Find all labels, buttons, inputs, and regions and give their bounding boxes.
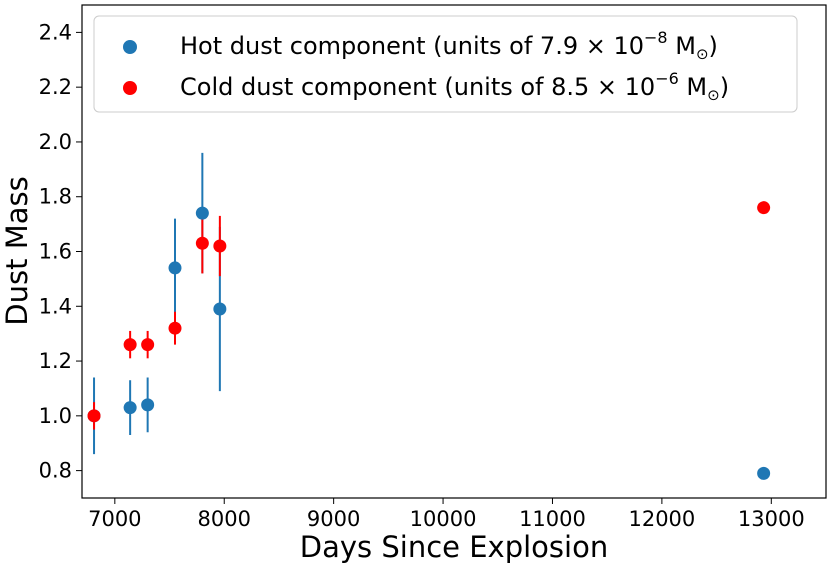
- legend-cold-close: ): [720, 73, 729, 101]
- y-tick-label: 2.2: [39, 75, 72, 99]
- legend-marker-cold: [123, 81, 137, 95]
- hot-data-point: [168, 261, 182, 275]
- y-tick-label: 1.8: [39, 185, 72, 209]
- legend-hot-sun-symbol: ⊙: [696, 45, 709, 63]
- legend-hot-close: ): [709, 32, 718, 60]
- hot-data-point: [123, 401, 137, 415]
- x-tick-label: 11000: [519, 507, 586, 531]
- legend-hot-unit: M: [668, 32, 696, 60]
- legend-hot-text: Hot dust component (units of 7.9 × 10: [180, 32, 644, 60]
- y-tick-label: 0.8: [39, 459, 72, 483]
- y-tick-label: 1.6: [39, 240, 72, 264]
- hot-data-point: [213, 302, 227, 316]
- legend-box: [93, 15, 798, 113]
- hot-data-point: [757, 466, 771, 480]
- legend-label-cold: Cold dust component (units of 8.5 × 10−6…: [180, 69, 729, 104]
- y-tick-label: 1.2: [39, 349, 72, 373]
- y-tick-label: 1.0: [39, 404, 72, 428]
- y-tick-label: 2.0: [39, 130, 72, 154]
- cold-data-point: [757, 201, 771, 215]
- data-points: [87, 201, 771, 480]
- cold-data-point: [87, 409, 101, 423]
- y-tick-label: 2.4: [39, 20, 72, 44]
- y-axis: 0.8 1.0 1.2 1.4 1.6 1.8 2.0 2.2 2.4: [39, 20, 82, 483]
- x-tick-label: 9000: [307, 507, 360, 531]
- cold-data-point: [141, 338, 155, 352]
- legend-cold-sun-symbol: ⊙: [707, 86, 720, 104]
- hot-data-point: [195, 206, 209, 220]
- x-tick-label: 7000: [88, 507, 141, 531]
- legend-cold-exponent: −6: [655, 69, 679, 88]
- cold-data-point: [168, 321, 182, 335]
- legend: Hot dust component (units of 7.9 × 10−8 …: [93, 15, 798, 113]
- cold-data-point: [195, 236, 209, 250]
- cold-data-point: [123, 338, 137, 352]
- x-tick-label: 13000: [738, 507, 805, 531]
- x-tick-label: 12000: [628, 507, 695, 531]
- legend-marker-hot: [123, 40, 137, 54]
- y-tick-label: 1.4: [39, 294, 72, 318]
- x-axis-title: Days Since Explosion: [300, 530, 608, 564]
- legend-cold-text: Cold dust component (units of 8.5 × 10: [180, 73, 655, 101]
- cold-data-point: [213, 239, 227, 253]
- legend-hot-exponent: −8: [644, 28, 668, 47]
- legend-label-hot: Hot dust component (units of 7.9 × 10−8 …: [180, 28, 718, 63]
- legend-cold-unit: M: [679, 73, 707, 101]
- x-tick-label: 8000: [198, 507, 251, 531]
- hot-data-point: [141, 398, 155, 412]
- y-axis-title: Dust Mass: [0, 176, 34, 325]
- x-tick-label: 10000: [410, 507, 477, 531]
- x-axis: 7000 8000 9000 10000 11000 12000 13000: [88, 498, 805, 531]
